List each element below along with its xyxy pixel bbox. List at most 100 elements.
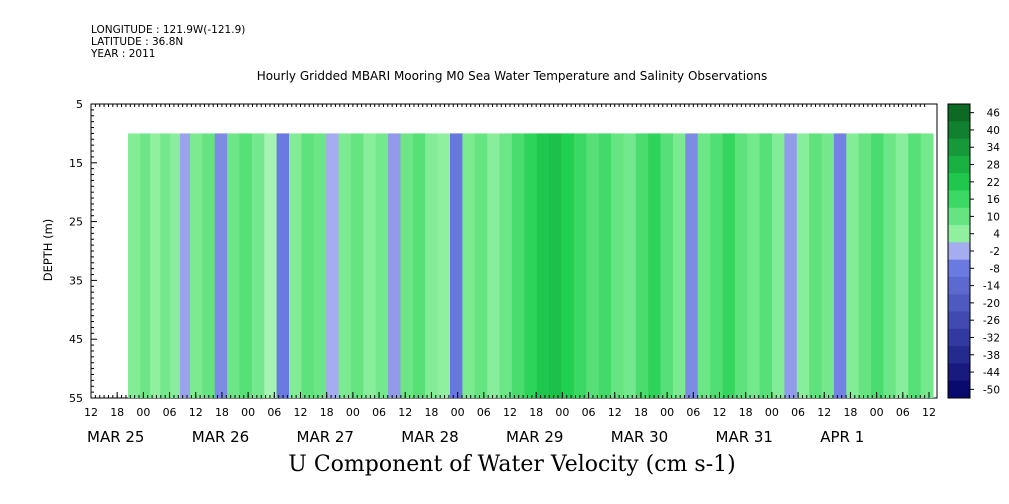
colorbar-label: -2 [990, 246, 1000, 258]
year-label: YEAR : 2011 [91, 48, 156, 60]
x-hour-label: 12 [398, 406, 412, 419]
heatmap-band [487, 133, 501, 398]
heatmap-band [239, 133, 253, 398]
heatmap-band [363, 133, 377, 398]
heatmap-band [462, 133, 476, 398]
x-axis: 12 18 00 06 12 18 00 06 12 18 00 06 12 18 00 06 12 18 00 06… [84, 104, 936, 446]
x-hour-label: 12 [713, 406, 727, 419]
heatmap-band [412, 133, 426, 398]
x-hour-label: 18 [215, 406, 229, 419]
heatmap-band [858, 133, 872, 398]
x-hour-label: 18 [634, 406, 648, 419]
x-hour-label: 12 [189, 406, 203, 419]
heatmap-band [350, 133, 364, 398]
x-hour-label: 00 [660, 406, 674, 419]
colorbar-swatch [948, 363, 970, 382]
x-hour-label: 06 [896, 406, 910, 419]
x-day-label: MAR 29 [506, 428, 563, 446]
heatmap-band [326, 133, 340, 398]
heatmap-band [388, 133, 402, 398]
heatmap-band [189, 133, 203, 398]
x-hour-label: 18 [843, 406, 857, 419]
latitude-label: LATITUDE : 36.8N [91, 36, 184, 48]
heatmap-band [611, 133, 624, 398]
colorbar-swatch [948, 346, 970, 364]
heatmap-band [796, 133, 810, 398]
x-hour-label: 00 [346, 406, 360, 419]
x-hour-label: 12 [294, 406, 308, 419]
colorbar-label: 40 [987, 125, 1000, 137]
x-day-label: MAR 30 [611, 428, 668, 446]
colorbar-label: 4 [993, 229, 1000, 241]
heatmap-band [908, 133, 922, 398]
x-hour-label: 06 [372, 406, 386, 419]
colorbar-swatch [948, 276, 970, 295]
heatmap-band [586, 133, 600, 398]
heatmap-band [524, 133, 538, 398]
colorbar-label: -20 [983, 298, 1000, 310]
longitude-label: LONGITUDE : 121.9W(-121.9) [91, 24, 246, 36]
x-hour-label: 18 [529, 406, 543, 419]
heatmap-band [759, 133, 773, 398]
colorbar-label: 16 [987, 194, 1001, 206]
x-hour-label: 06 [267, 406, 281, 419]
colorbar-label: 28 [987, 160, 1000, 172]
colorbar-swatch [948, 259, 970, 278]
x-hour-label: 18 [739, 406, 753, 419]
x-hour-label: 06 [477, 406, 491, 419]
heatmap-band [474, 133, 488, 398]
heatmap-band [313, 133, 327, 398]
x-day-label: MAR 27 [297, 428, 354, 446]
heatmap-band [648, 133, 662, 398]
colorbar-swatch [948, 225, 970, 243]
y-axis: 5 15 25 35 45 55 [69, 98, 97, 405]
heatmap-band [561, 133, 575, 398]
heatmap-band [251, 133, 265, 398]
x-hour-label: 12 [608, 406, 622, 419]
x-day-label: MAR 26 [192, 428, 249, 446]
heatmap-band [338, 133, 352, 398]
colorbar-label: 10 [987, 211, 1000, 223]
heatmap-band [734, 133, 748, 398]
heatmap-band [180, 133, 191, 398]
x-hour-label: 00 [765, 406, 779, 419]
x-hour-label: 12 [503, 406, 517, 419]
heatmap-band [400, 133, 414, 398]
data-layer [128, 133, 934, 398]
heatmap-band [276, 133, 290, 398]
colorbar-label: -14 [983, 281, 1000, 293]
y-tick-label: 45 [69, 333, 83, 346]
heatmap-band [573, 133, 587, 398]
heatmap-band [784, 133, 798, 398]
heatmap-band [623, 133, 637, 398]
colorbar-swatch [948, 155, 970, 174]
x-day-label: MAR 25 [87, 428, 144, 446]
heatmap-band [710, 133, 724, 398]
heatmap-band [672, 133, 686, 398]
x-day-label: MAR 31 [716, 428, 773, 446]
heatmap-band [425, 133, 439, 398]
heatmap-band [549, 133, 563, 398]
heatmap-band [809, 133, 823, 398]
heatmap-band [214, 133, 228, 398]
heatmap-band [301, 133, 315, 398]
heatmap-band [598, 133, 612, 398]
colorbar-swatch [948, 328, 970, 347]
heatmap-band [536, 133, 550, 398]
colorbar-swatch [948, 380, 970, 399]
heatmap-band [772, 133, 785, 398]
heatmap-band [920, 133, 934, 398]
y-tick-label: 35 [69, 274, 83, 287]
x-hour-label: 06 [686, 406, 700, 419]
x-day-label: APR 1 [820, 428, 864, 446]
heatmap-band [511, 133, 525, 398]
heatmap-band [499, 133, 513, 398]
heatmap-band [202, 133, 216, 398]
colorbar-swatch [948, 104, 970, 122]
x-hour-label: 06 [791, 406, 805, 419]
heatmap-band [635, 133, 649, 398]
colorbar-label: -38 [983, 350, 1000, 362]
heatmap-band [450, 133, 463, 398]
colorbar-swatch [948, 138, 970, 157]
heatmap-band [264, 133, 278, 398]
